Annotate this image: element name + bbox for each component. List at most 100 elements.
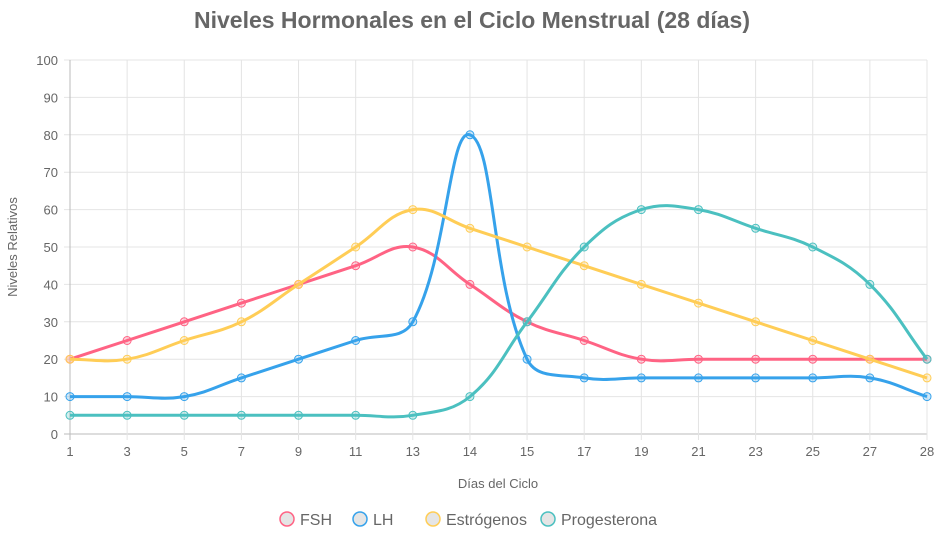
data-point <box>65 354 75 364</box>
chart-title: Niveles Hormonales en el Ciclo Menstrual… <box>194 7 750 33</box>
data-point <box>865 354 875 364</box>
y-tick-label: 10 <box>44 390 58 405</box>
data-point <box>693 205 703 215</box>
legend-marker-icon <box>540 511 556 527</box>
data-point <box>294 354 304 364</box>
y-tick-label: 0 <box>51 427 58 442</box>
data-point <box>522 317 532 327</box>
x-tick-label: 17 <box>577 444 591 459</box>
series-line <box>69 133 928 400</box>
data-point <box>693 298 703 308</box>
y-tick-label: 90 <box>44 90 58 105</box>
data-point <box>522 354 532 364</box>
data-point <box>465 392 475 402</box>
y-tick-label: 30 <box>44 315 58 330</box>
data-point <box>122 336 132 345</box>
series-lh <box>65 130 932 402</box>
legend-label: LH <box>373 512 393 529</box>
data-point <box>579 261 589 271</box>
data-point <box>808 336 818 345</box>
x-tick-label: 1 <box>66 444 73 459</box>
x-tick-label: 28 <box>920 444 934 459</box>
y-tick-label: 100 <box>36 53 58 68</box>
data-point <box>351 242 361 252</box>
data-point <box>751 223 761 233</box>
data-point <box>751 317 761 327</box>
data-point <box>922 373 932 383</box>
x-axis-label: Días del Ciclo <box>458 476 538 491</box>
data-point <box>808 373 818 383</box>
data-point <box>751 373 761 383</box>
data-point <box>122 410 132 420</box>
y-tick-label: 40 <box>44 277 58 292</box>
x-tick-label: 27 <box>863 444 877 459</box>
data-point <box>236 298 246 308</box>
x-tick-label: 21 <box>691 444 705 459</box>
data-point <box>922 392 932 402</box>
y-axis-label: Niveles Relativos <box>5 197 20 297</box>
y-tick-label: 80 <box>44 128 58 143</box>
y-tick-label: 70 <box>44 165 58 180</box>
data-point <box>65 410 75 420</box>
data-point <box>922 354 932 364</box>
legend-item-estrógenos[interactable]: Estrógenos <box>425 511 527 529</box>
data-point <box>408 410 418 420</box>
data-point <box>236 373 246 383</box>
data-point <box>65 392 75 402</box>
x-tick-label: 25 <box>805 444 819 459</box>
data-point <box>579 242 589 252</box>
legend-item-fsh[interactable]: FSH <box>279 511 332 529</box>
legend-marker-icon <box>425 511 441 527</box>
legend-label: Estrógenos <box>446 512 527 529</box>
data-point <box>179 410 189 420</box>
legend-label: Progesterona <box>561 512 657 529</box>
series-fsh <box>65 242 932 364</box>
data-point <box>808 242 818 252</box>
data-point <box>579 373 589 383</box>
y-tick-label: 20 <box>44 352 58 367</box>
data-point <box>465 279 475 289</box>
data-point <box>351 336 361 345</box>
data-point <box>236 317 246 327</box>
y-tick-label: 60 <box>44 203 58 218</box>
data-point <box>636 205 646 215</box>
data-point <box>693 373 703 383</box>
data-point <box>179 336 189 345</box>
data-point <box>865 279 875 289</box>
x-tick-label: 23 <box>748 444 762 459</box>
legend-marker-icon <box>352 511 368 527</box>
data-point <box>465 223 475 233</box>
data-point <box>351 261 361 271</box>
legend-label: FSH <box>300 512 332 529</box>
data-point <box>179 392 189 402</box>
legend: FSH LH Estrógenos Progesterona <box>279 511 657 529</box>
series-line <box>70 204 929 419</box>
data-point <box>636 354 646 364</box>
x-tick-label: 14 <box>463 444 477 459</box>
legend-item-progesterona[interactable]: Progesterona <box>540 511 657 529</box>
data-point <box>693 354 703 364</box>
data-point <box>808 354 818 364</box>
series-line <box>69 207 928 380</box>
data-point <box>751 354 761 364</box>
data-point <box>636 279 646 289</box>
x-tick-label: 5 <box>181 444 188 459</box>
legend-marker-icon <box>279 511 295 527</box>
data-point <box>408 317 418 327</box>
data-point <box>465 130 475 140</box>
x-tick-label: 3 <box>124 444 131 459</box>
data-point <box>294 279 304 289</box>
y-tick-label: 50 <box>44 240 58 255</box>
data-point <box>236 410 246 420</box>
data-point <box>865 373 875 383</box>
legend-item-lh[interactable]: LH <box>352 511 393 529</box>
series-progesterona <box>65 204 932 420</box>
data-point <box>408 205 418 215</box>
x-tick-label: 7 <box>238 444 245 459</box>
x-tick-label: 13 <box>406 444 420 459</box>
series-estrógenos <box>65 205 932 383</box>
data-point <box>179 317 189 327</box>
data-point <box>636 373 646 383</box>
data-point <box>294 410 304 420</box>
